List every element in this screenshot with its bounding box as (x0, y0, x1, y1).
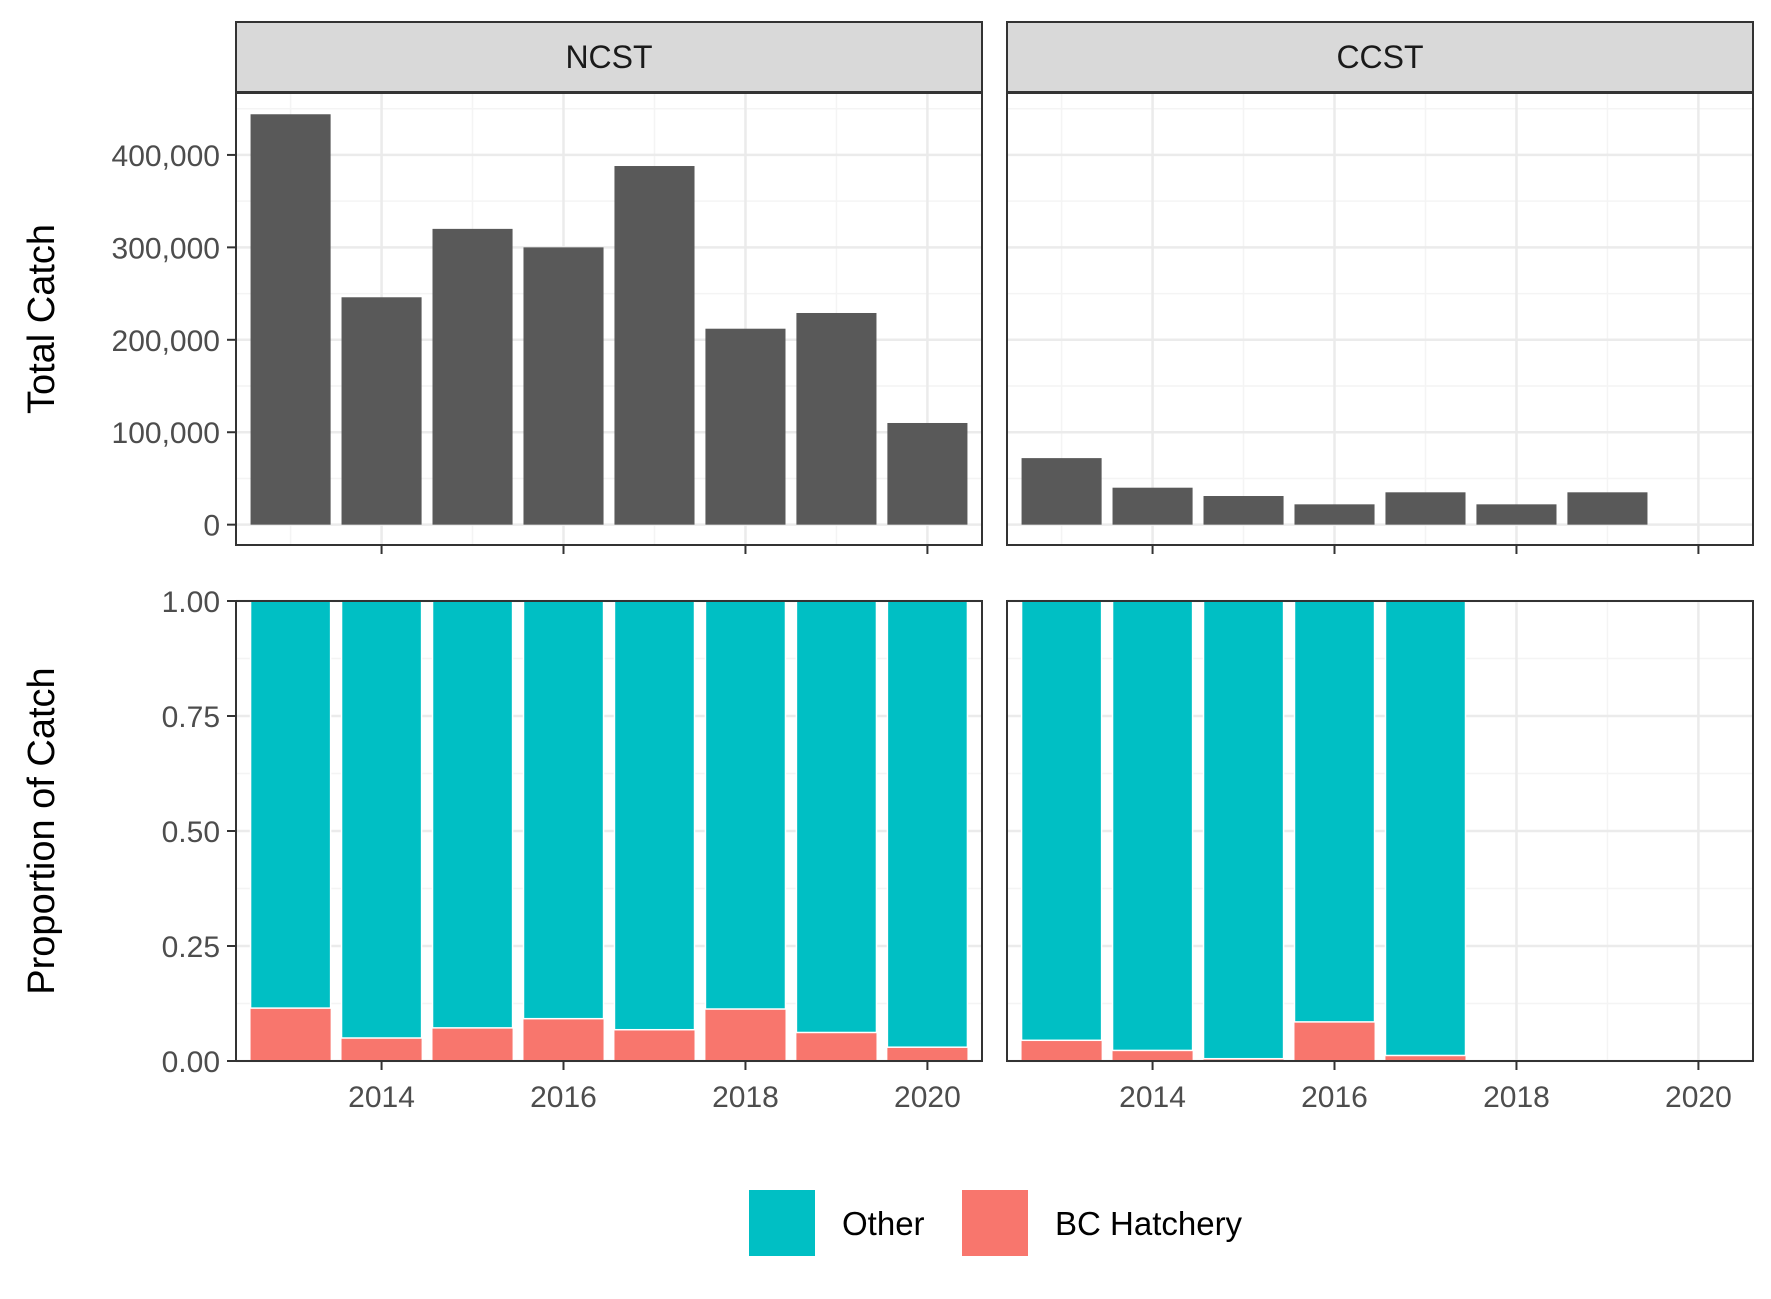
bar-hatchery-ccst-2014 (1112, 1050, 1193, 1061)
bar-total-ncst-2016 (523, 247, 604, 525)
bar-hatchery-ccst-2017 (1385, 1055, 1466, 1061)
x-tick-label-ccst-2016: 2016 (1301, 1081, 1368, 1114)
x-tick-label-ncst-2018: 2018 (712, 1081, 779, 1114)
bar-total-ccst-2019 (1567, 492, 1648, 525)
bar-total-ccst-2015 (1203, 496, 1284, 525)
bar-hatchery-ccst-2015 (1203, 1058, 1284, 1061)
bottom-y-tick-label: 0.50 (162, 816, 220, 849)
facet-strip-ncst (235, 21, 983, 93)
x-tick-label-ncst-2016: 2016 (530, 1081, 597, 1114)
top-y-tick-label: 300,000 (112, 232, 220, 265)
x-tick-label-ccst-2020: 2020 (1665, 1081, 1732, 1114)
bottom-y-tick-label: 1.00 (162, 586, 220, 619)
bar-hatchery-ncst-2018 (705, 1009, 786, 1061)
bar-total-ncst-2019 (796, 312, 877, 525)
bar-total-ncst-2013 (250, 114, 331, 525)
top-panel-border (235, 92, 983, 546)
bottom-y-axis-title: Proportion of Catch (21, 667, 63, 994)
top-y-axis-title: Total Catch (21, 224, 63, 414)
bar-other-ncst-2014 (340, 600, 423, 1039)
bar-hatchery-ncst-2013 (250, 1008, 331, 1061)
legend-key-other (749, 1190, 815, 1256)
x-tick-label-ncst-2020: 2020 (894, 1081, 961, 1114)
bar-hatchery-ncst-2016 (523, 1018, 604, 1061)
bar-other-ncst-2016 (522, 600, 605, 1020)
bar-total-ncst-2018 (705, 328, 786, 525)
bar-total-ccst-2013 (1021, 458, 1102, 525)
bar-other-ccst-2016 (1293, 600, 1376, 1023)
legend-key-bc-hatchery (962, 1190, 1028, 1256)
bar-total-ncst-2014 (341, 297, 422, 525)
bar-hatchery-ccst-2013 (1021, 1040, 1102, 1061)
bar-total-ncst-2020 (887, 422, 968, 525)
facet-label-ncst: NCST (565, 39, 652, 75)
top-y-tick-label: 100,000 (112, 417, 220, 450)
bar-hatchery-ncst-2019 (796, 1032, 877, 1061)
bar-hatchery-ncst-2014 (341, 1038, 422, 1061)
bar-other-ncst-2013 (249, 600, 332, 1009)
legend-label-bc-hatchery: BC Hatchery (1055, 1205, 1243, 1242)
bar-total-ccst-2016 (1294, 504, 1375, 525)
x-tick-label-ccst-2014: 2014 (1119, 1081, 1186, 1114)
bar-total-ccst-2018 (1476, 504, 1557, 525)
facet-label-ccst: CCST (1336, 39, 1423, 75)
top-panel-background (1007, 93, 1753, 545)
bottom-y-tick-label: 0.75 (162, 701, 220, 734)
bottom-y-tick-label: 0.25 (162, 931, 220, 964)
bar-other-ccst-2015 (1202, 600, 1285, 1060)
top-y-tick-label: 0 (203, 510, 220, 543)
x-tick-label-ncst-2014: 2014 (348, 1081, 415, 1114)
bar-hatchery-ncst-2017 (614, 1029, 695, 1061)
bar-total-ccst-2014 (1112, 487, 1193, 525)
bar-hatchery-ncst-2020 (887, 1047, 968, 1061)
bar-other-ccst-2013 (1020, 600, 1103, 1042)
bar-total-ccst-2017 (1385, 492, 1466, 525)
bar-other-ncst-2019 (795, 600, 878, 1034)
bar-other-ccst-2014 (1111, 600, 1194, 1052)
bar-other-ncst-2018 (704, 600, 787, 1010)
bar-total-ncst-2015 (432, 228, 513, 525)
bar-total-ncst-2017 (614, 166, 695, 525)
bottom-panel-border (1006, 600, 1754, 1062)
x-tick-label-ccst-2018: 2018 (1483, 1081, 1550, 1114)
top-y-tick-label: 200,000 (112, 325, 220, 358)
bar-other-ncst-2020 (886, 600, 969, 1048)
bar-other-ncst-2017 (613, 600, 696, 1031)
legend-label-other: Other (842, 1205, 925, 1242)
bar-other-ccst-2017 (1384, 600, 1467, 1057)
bar-other-ncst-2015 (431, 600, 514, 1029)
top-panel-border (1006, 92, 1754, 546)
bottom-y-tick-label: 0.00 (162, 1046, 220, 1079)
top-y-tick-label: 400,000 (112, 140, 220, 173)
bar-hatchery-ncst-2015 (432, 1027, 513, 1061)
bar-hatchery-ccst-2016 (1294, 1021, 1375, 1061)
